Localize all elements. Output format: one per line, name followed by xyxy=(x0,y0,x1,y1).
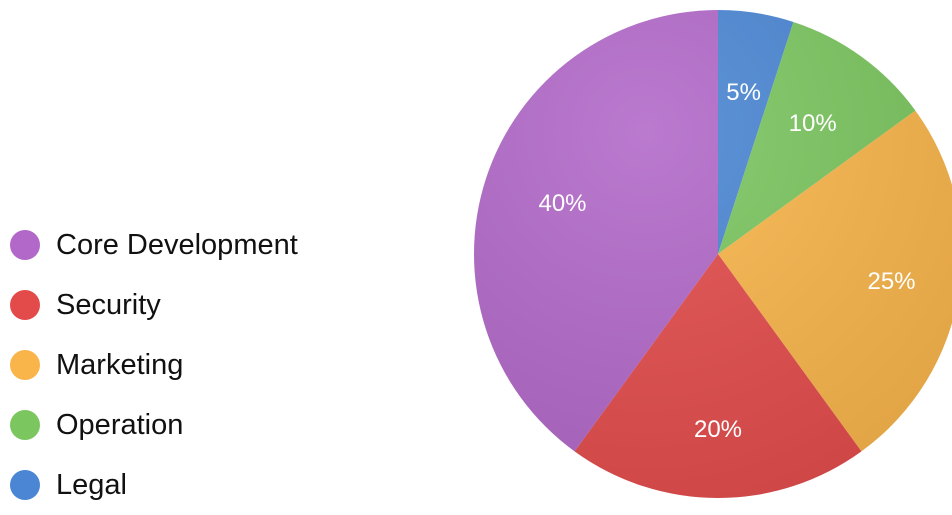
legend-swatch-core-development xyxy=(10,230,40,260)
pie-label-legal: 5% xyxy=(726,79,761,106)
chart-legend: Core Development Security Marketing Oper… xyxy=(10,215,350,515)
pie-label-security: 20% xyxy=(694,416,742,443)
legend-label-legal: Legal xyxy=(56,468,127,501)
legend-item-marketing: Marketing xyxy=(10,335,350,395)
legend-label-marketing: Marketing xyxy=(56,348,184,381)
pie-label-operation: 10% xyxy=(789,110,837,137)
pie-label-core-development: 40% xyxy=(538,190,586,217)
legend-label-security: Security xyxy=(56,288,161,321)
legend-swatch-marketing xyxy=(10,350,40,380)
legend-swatch-legal xyxy=(10,470,40,500)
legend-swatch-security xyxy=(10,290,40,320)
legend-item-security: Security xyxy=(10,275,350,335)
legend-item-operation: Operation xyxy=(10,395,350,455)
pie-label-marketing: 25% xyxy=(867,268,915,295)
pie-labels: 5% 10% 25% 20% 40% xyxy=(538,79,915,443)
legend-item-legal: Legal xyxy=(10,455,350,515)
legend-label-core-development: Core Development xyxy=(56,228,298,261)
legend-swatch-operation xyxy=(10,410,40,440)
legend-label-operation: Operation xyxy=(56,408,184,441)
legend-item-core-development: Core Development xyxy=(10,215,350,275)
pie-chart: 5% 10% 25% 20% 40% xyxy=(473,10,952,498)
